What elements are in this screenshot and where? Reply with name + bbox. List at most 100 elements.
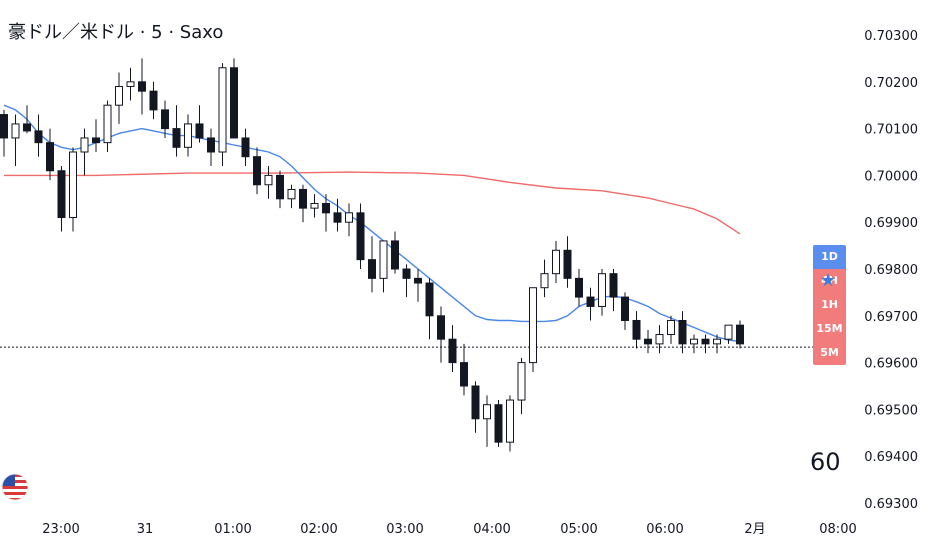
watermark-logo: 60 bbox=[810, 448, 841, 476]
y-tick-label: 0.70000 bbox=[864, 169, 918, 184]
x-tick-label: 31 bbox=[137, 522, 154, 537]
us-flag-icon[interactable] bbox=[0, 472, 30, 502]
candle-body bbox=[322, 202, 330, 214]
candle-body bbox=[460, 362, 468, 387]
candle-body bbox=[333, 212, 342, 223]
candle-body bbox=[448, 338, 457, 364]
candle-body bbox=[713, 338, 721, 345]
candle-body bbox=[230, 67, 238, 139]
candle-body bbox=[379, 240, 388, 279]
candle-body bbox=[563, 249, 572, 279]
y-tick-label: 0.70300 bbox=[864, 29, 918, 44]
candle-body bbox=[264, 174, 273, 186]
candle-body bbox=[471, 385, 480, 420]
candle-body bbox=[701, 338, 710, 345]
y-tick-label: 0.69800 bbox=[864, 263, 918, 278]
candle-body bbox=[69, 151, 77, 219]
candle-body bbox=[46, 142, 54, 172]
candle-body bbox=[345, 212, 353, 223]
y-tick-label: 0.69600 bbox=[864, 357, 918, 372]
timeframe-4h[interactable]: 4H bbox=[813, 269, 846, 293]
candle-body bbox=[310, 202, 319, 209]
candle-body bbox=[552, 249, 560, 275]
x-tick-label: 05:00 bbox=[560, 522, 597, 537]
candle-body bbox=[299, 188, 307, 209]
timeframe-selector[interactable]: 1D 4H 1H 15M 5M bbox=[813, 245, 846, 365]
candle-body bbox=[644, 338, 652, 345]
candle-body bbox=[57, 170, 66, 219]
candle-body bbox=[575, 277, 583, 298]
candle-body bbox=[621, 296, 629, 321]
candle-body bbox=[0, 114, 8, 139]
candle-body bbox=[540, 273, 549, 289]
ma-fast-line bbox=[3, 104, 741, 343]
time-axis[interactable]: 23:00 31 01:00 02:00 03:00 04:00 05:00 06:00 2月 0… bbox=[42, 522, 856, 537]
candle-body bbox=[678, 319, 687, 345]
candle-body bbox=[195, 123, 204, 139]
candle-body bbox=[368, 259, 376, 279]
candle-body bbox=[11, 123, 20, 139]
timeframe-1d[interactable]: 1D bbox=[813, 245, 846, 269]
x-tick-label: 04:00 bbox=[473, 522, 510, 537]
candle-body bbox=[241, 137, 250, 158]
candlestick-series bbox=[0, 58, 744, 452]
y-tick-label: 0.70200 bbox=[864, 76, 918, 91]
timeframe-1h[interactable]: 1H bbox=[813, 293, 846, 317]
price-axis[interactable]: 0.70300 0.70200 0.70100 0.70000 0.69900 0.698… bbox=[864, 29, 918, 512]
y-tick-label: 0.69700 bbox=[864, 310, 918, 325]
candle-body bbox=[276, 174, 284, 200]
candle-body bbox=[356, 212, 365, 261]
candle-body bbox=[287, 188, 296, 200]
x-tick-label: 2月 bbox=[744, 522, 765, 537]
y-tick-label: 0.69400 bbox=[864, 450, 918, 465]
candle-body bbox=[586, 296, 595, 307]
candle-body bbox=[138, 81, 146, 92]
star-icon[interactable]: ★ bbox=[820, 270, 837, 291]
candle-body bbox=[253, 156, 261, 186]
candle-body bbox=[184, 123, 192, 148]
candle-body bbox=[115, 85, 123, 106]
x-tick-label: 06:00 bbox=[646, 522, 683, 537]
ma-slow-line bbox=[4, 171, 741, 235]
moving-average-slow bbox=[4, 171, 741, 235]
candle-body bbox=[598, 273, 606, 307]
y-tick-label: 0.69500 bbox=[864, 403, 918, 418]
candle-body bbox=[506, 399, 514, 443]
candle-body bbox=[437, 315, 445, 340]
candle-body bbox=[391, 240, 399, 270]
candle-body bbox=[218, 67, 227, 153]
moving-average-fast bbox=[3, 104, 741, 343]
candle-body bbox=[517, 362, 526, 401]
candle-body bbox=[80, 137, 89, 153]
candle-body bbox=[483, 404, 491, 420]
candle-body bbox=[667, 319, 675, 336]
candle-body bbox=[149, 90, 158, 111]
candle-body bbox=[690, 338, 698, 345]
candle-body bbox=[655, 334, 664, 345]
candle-body bbox=[632, 319, 641, 340]
x-tick-label: 03:00 bbox=[386, 522, 423, 537]
candle-body bbox=[736, 324, 744, 345]
candle-body bbox=[494, 404, 503, 443]
candle-body bbox=[724, 324, 733, 340]
x-tick-label: 08:00 bbox=[819, 522, 856, 537]
candle-body bbox=[609, 273, 618, 298]
x-tick-label: 23:00 bbox=[42, 522, 79, 537]
timeframe-15m[interactable]: 15M bbox=[813, 317, 846, 341]
candle-body bbox=[207, 137, 215, 153]
candle-body bbox=[172, 128, 181, 148]
x-tick-label: 02:00 bbox=[300, 522, 337, 537]
candle-body bbox=[414, 277, 422, 284]
candle-body bbox=[126, 81, 135, 87]
candle-body bbox=[34, 130, 43, 144]
chart-title: 豪ドル／米ドル · 5 · Saxo bbox=[8, 22, 224, 43]
candle-body bbox=[92, 137, 100, 144]
y-tick-label: 0.69900 bbox=[864, 216, 918, 231]
timeframe-5m[interactable]: 5M bbox=[813, 341, 846, 365]
candle-body bbox=[23, 123, 31, 132]
candle-body bbox=[529, 287, 537, 364]
x-tick-label: 01:00 bbox=[214, 522, 251, 537]
candle-body bbox=[103, 104, 112, 144]
candle-body bbox=[425, 282, 434, 317]
